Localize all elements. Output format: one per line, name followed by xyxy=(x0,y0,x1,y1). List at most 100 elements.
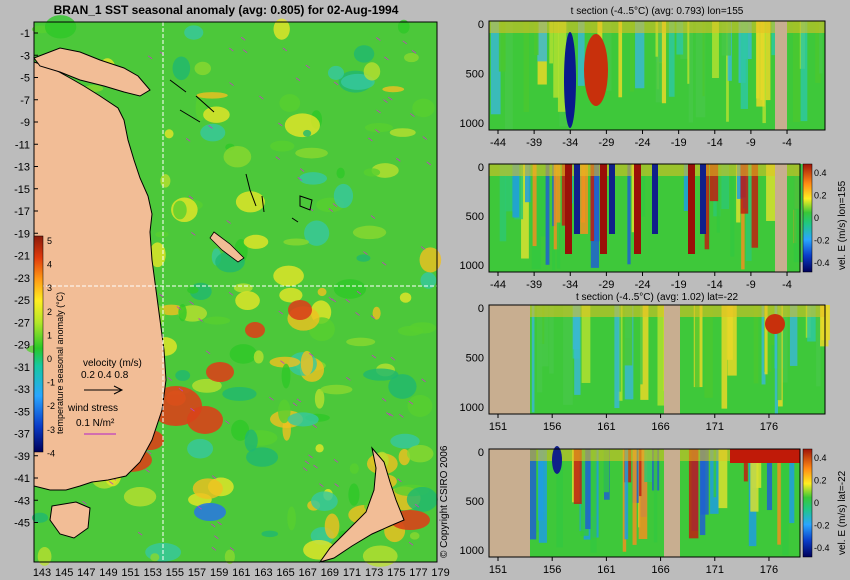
section-streak xyxy=(704,305,713,398)
velocity-colorbar-tick: 0.4 xyxy=(814,168,827,178)
anomaly-patch xyxy=(363,168,381,177)
anomaly-patch xyxy=(231,419,250,441)
section-streak xyxy=(618,21,623,98)
wind-vector xyxy=(368,137,373,142)
wind-vector xyxy=(370,215,376,219)
section-panel-1: t section (-4..5°C) (avg: 0.793) lon=155… xyxy=(460,6,826,149)
wind-vector xyxy=(356,290,362,295)
map-x-tick-label: 151 xyxy=(121,567,139,579)
section-streak xyxy=(561,164,566,226)
section-panel-2: 0 500 1000 -44 -39 -34 -29 -24 -19 -14 -9 -4 0.4 0.2 0… xyxy=(460,162,848,291)
wind-vector xyxy=(188,195,194,200)
anomaly-patch xyxy=(406,486,438,512)
anomaly-patch xyxy=(303,129,312,137)
new-zealand-landmass xyxy=(318,446,405,563)
anomaly-patch xyxy=(160,174,171,188)
wind-vector xyxy=(296,398,302,403)
section-streak xyxy=(766,164,776,221)
wind-vector xyxy=(397,478,402,482)
map-y-tick-label: -45 xyxy=(14,518,30,530)
wind-vector xyxy=(381,261,387,266)
anomaly-patch xyxy=(270,140,295,152)
wind-vector xyxy=(240,36,246,41)
panel-frame xyxy=(488,448,801,558)
section-streak xyxy=(778,305,788,383)
wind-vector xyxy=(304,460,310,465)
wind-vector xyxy=(426,161,431,166)
map-x-tick-label: 165 xyxy=(276,567,294,579)
cold-anomaly-patch xyxy=(194,503,226,521)
panel-y-tick-label: 500 xyxy=(466,496,484,508)
velocity-colorbar-tick: 0.2 xyxy=(814,191,827,201)
wind-vector xyxy=(297,177,303,181)
wind-vector xyxy=(229,547,235,551)
wind-vector xyxy=(402,40,408,45)
section-streak xyxy=(793,164,802,210)
anomaly-patch xyxy=(44,15,77,39)
section-streak xyxy=(504,164,514,212)
map-y-tick-label: -5 xyxy=(20,73,30,85)
anomaly-patch xyxy=(353,45,375,63)
section-streak xyxy=(750,449,759,512)
section-streak xyxy=(688,449,699,539)
anomaly-patch xyxy=(315,444,324,453)
anomaly-patch xyxy=(409,532,420,540)
panel-x-tick-label: -24 xyxy=(635,137,651,149)
panel-x-tick-label: 176 xyxy=(760,564,778,576)
section-streak xyxy=(537,449,544,521)
wind-vector xyxy=(292,402,298,407)
velocity-colorbar-tick: -0.4 xyxy=(814,258,830,268)
wind-vector xyxy=(388,96,393,101)
section-streak xyxy=(630,21,635,92)
map-y-tick-label: -27 xyxy=(14,317,30,329)
section-streak xyxy=(753,305,759,384)
panel-title: t section (-4..5°C) (avg: 0.793) lon=155 xyxy=(571,6,744,17)
wind-vector xyxy=(229,82,234,86)
section-streak xyxy=(741,164,745,270)
colorbar-tick-label: -4 xyxy=(47,448,55,458)
wind-vector xyxy=(225,420,230,424)
wind-vector xyxy=(145,468,150,473)
wind-vector xyxy=(109,480,114,485)
anomaly-patch xyxy=(187,438,214,459)
anomaly-patch xyxy=(304,220,330,246)
map-x-tick-label: 157 xyxy=(188,567,206,579)
section-streak xyxy=(668,21,675,97)
wind-vector xyxy=(381,397,387,402)
wind-vector xyxy=(410,113,415,117)
eastward-jet xyxy=(688,164,695,254)
section-streak xyxy=(792,21,801,122)
warm-anomaly-patch xyxy=(187,406,223,434)
section-streak xyxy=(581,305,591,383)
panel-title: t section (-4..5°C) (avg: 1.02) lat=-22 xyxy=(576,292,739,303)
anomaly-patch xyxy=(178,304,187,322)
anomaly-patch xyxy=(348,483,360,506)
section-streak xyxy=(504,21,513,130)
anomaly-patch xyxy=(31,512,49,523)
land-mask xyxy=(489,449,530,557)
land-mask xyxy=(775,164,787,272)
wind-vector xyxy=(167,377,172,381)
wind-vector xyxy=(390,356,396,361)
section-streak xyxy=(631,164,637,233)
section-streak xyxy=(789,305,798,366)
wind-vector xyxy=(191,231,196,236)
panel-x-tick-label: -44 xyxy=(490,137,506,149)
anomaly-patch xyxy=(203,316,231,325)
anomaly-patch xyxy=(281,363,291,389)
section-streak xyxy=(721,21,732,56)
anomaly-patch xyxy=(397,325,424,336)
section-streak xyxy=(573,449,582,504)
anomaly-patch xyxy=(173,200,187,220)
anomaly-patch xyxy=(333,183,354,209)
section-streak xyxy=(815,21,821,83)
warm-core xyxy=(584,34,608,106)
colorbar-tick-label: 5 xyxy=(47,236,52,246)
land-mask xyxy=(664,449,680,557)
colorbar-tick-label: 0 xyxy=(47,354,52,364)
wind-vector xyxy=(147,55,153,60)
map-y-tick-label: -7 xyxy=(20,95,30,107)
wind-vector xyxy=(197,505,202,510)
section-streak xyxy=(490,21,501,115)
anomaly-patch xyxy=(283,238,309,246)
